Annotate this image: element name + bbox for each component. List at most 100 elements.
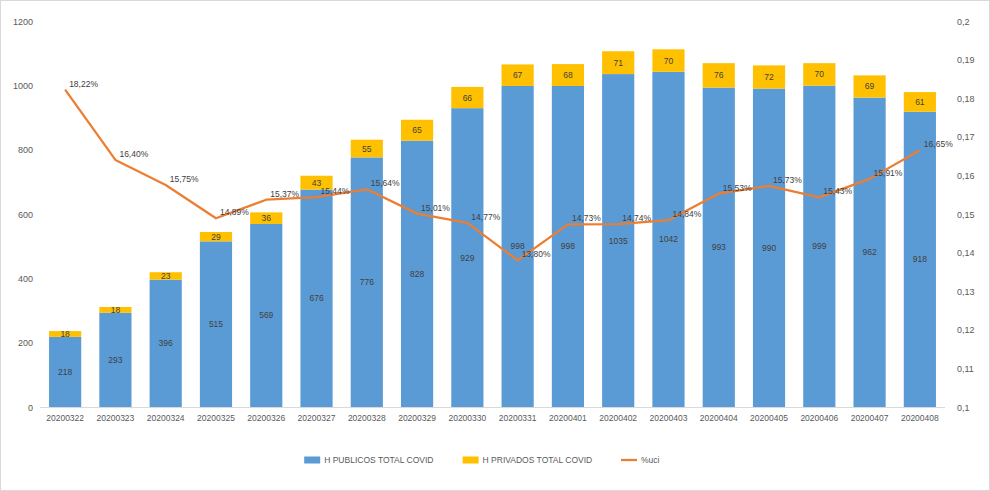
line-data-label: 15,64%	[371, 178, 400, 188]
line-data-label: 15,44%	[321, 186, 350, 196]
data-labels: 2182933965155696767768289299989981035104…	[58, 56, 953, 377]
bar-data-label: 999	[812, 241, 826, 251]
y2-tick-label: 0,14	[957, 248, 975, 258]
x-tick-label: 20200405	[750, 413, 788, 423]
y-tick-label: 200	[18, 338, 33, 348]
line-data-label: 16,40%	[119, 149, 148, 159]
bar-data-label: 66	[463, 93, 473, 103]
x-tick-label: 20200406	[800, 413, 838, 423]
bar	[803, 86, 835, 407]
bar-data-label: 61	[915, 97, 925, 107]
bar	[502, 64, 534, 86]
bar	[150, 280, 182, 407]
bar-data-label: 929	[460, 253, 474, 263]
x-tick-label: 20200326	[247, 413, 285, 423]
bar	[300, 190, 332, 407]
bar	[803, 63, 835, 86]
bar	[351, 140, 383, 158]
bar	[552, 86, 584, 407]
bar	[49, 337, 81, 407]
bar-data-label: 55	[362, 144, 372, 154]
y2-tick-label: 0,18	[957, 94, 975, 104]
line	[65, 90, 920, 261]
y2-tick-label: 0,13	[957, 287, 975, 297]
y2-tick-label: 0,12	[957, 325, 975, 335]
x-tick-label: 20200328	[348, 413, 386, 423]
bar	[853, 75, 885, 97]
bar	[904, 92, 936, 112]
bar-data-label: 18	[60, 329, 70, 339]
bar-data-label: 23	[161, 271, 171, 281]
y-tick-label: 0	[28, 403, 33, 413]
line-data-label: 14,77%	[471, 212, 500, 222]
line-data-label: 15,01%	[421, 203, 450, 213]
bar	[753, 89, 785, 407]
x-tick-label: 20200323	[97, 413, 135, 423]
x-axis-line	[40, 407, 945, 408]
bar-data-label: 65	[412, 125, 422, 135]
y2-tick-label: 0,16	[957, 171, 975, 181]
bar-data-label: 18	[111, 305, 121, 315]
legend-swatch	[463, 457, 479, 464]
bar	[602, 74, 634, 407]
bar-data-label: 962	[862, 247, 876, 257]
line-data-label: 14,73%	[572, 213, 601, 223]
bar	[451, 108, 483, 407]
legend-label: %uci	[641, 455, 660, 465]
x-tick-label: 20200329	[398, 413, 436, 423]
x-tick-label: 20200327	[298, 413, 336, 423]
bar-data-label: 1042	[659, 234, 678, 244]
bar-data-label: 68	[563, 70, 573, 80]
x-tick-label: 20200331	[499, 413, 537, 423]
line-data-label: 14,74%	[622, 213, 651, 223]
plot-area	[49, 49, 936, 407]
y2-tick-label: 0,2	[957, 17, 970, 27]
bar	[602, 51, 634, 74]
legend: H PUBLICOS TOTAL COVIDH PRIVADOS TOTAL C…	[304, 455, 659, 465]
bar-data-label: 36	[262, 213, 272, 223]
y2-tick-label: 0,19	[957, 55, 975, 65]
bar	[451, 87, 483, 108]
y2-tick-label: 0,1	[957, 403, 970, 413]
y2-tick-label: 0,17	[957, 132, 975, 142]
bar	[401, 141, 433, 407]
bar-data-label: 72	[764, 72, 774, 82]
bar	[703, 88, 735, 407]
y2-tick-label: 0,11	[957, 364, 974, 374]
line-data-label: 15,53%	[723, 183, 752, 193]
bar	[853, 98, 885, 407]
x-tick-label: 20200402	[599, 413, 637, 423]
bar	[250, 212, 282, 224]
bar	[200, 241, 232, 407]
line-data-label: 14,89%	[220, 207, 249, 217]
bar-data-label: 828	[410, 269, 424, 279]
x-tick-label: 20200322	[46, 413, 84, 423]
line-data-label: 15,91%	[874, 168, 903, 178]
bar-data-label: 990	[762, 243, 776, 253]
line-data-label: 15,75%	[170, 174, 199, 184]
bar-data-label: 70	[664, 56, 674, 66]
bar	[753, 65, 785, 88]
bar	[652, 72, 684, 407]
line-data-label: 18,22%	[69, 79, 98, 89]
bar-data-label: 218	[58, 367, 72, 377]
bar-data-label: 69	[865, 81, 875, 91]
line-data-label: 14,84%	[672, 209, 701, 219]
x-tick-label: 20200404	[700, 413, 738, 423]
bar-data-label: 676	[309, 293, 323, 303]
bar	[200, 232, 232, 241]
line-data-label: 15,43%	[823, 186, 852, 196]
x-tick-label: 20200401	[549, 413, 587, 423]
bar-data-label: 67	[513, 70, 523, 80]
bar	[703, 63, 735, 87]
x-tick-label: 20200330	[448, 413, 486, 423]
bar-data-label: 293	[108, 355, 122, 365]
bar-data-label: 396	[159, 338, 173, 348]
bar	[99, 313, 131, 407]
legend-label: H PUBLICOS TOTAL COVID	[324, 455, 433, 465]
line-data-label: 15,73%	[773, 175, 802, 185]
x-tick-label: 20200325	[197, 413, 235, 423]
y2-tick-label: 0,15	[957, 210, 975, 220]
bar-data-label: 569	[259, 310, 273, 320]
y-tick-label: 600	[18, 210, 33, 220]
